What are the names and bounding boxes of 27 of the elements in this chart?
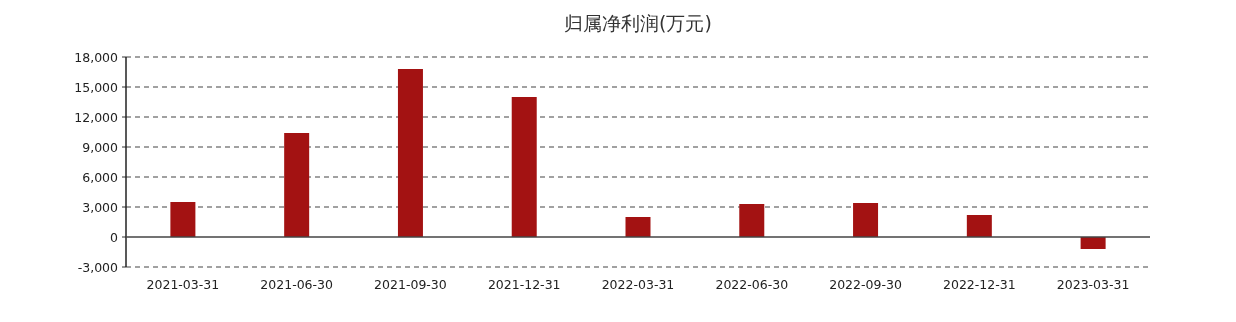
x-tick-label: 2022-03-31 (601, 277, 675, 292)
y-tick-label: 0 (110, 229, 119, 245)
bar (625, 217, 651, 237)
x-tick-label: 2022-06-30 (715, 277, 789, 292)
y-tick-label: 18,000 (74, 49, 119, 65)
x-tick-label: 2023-03-31 (1056, 277, 1130, 292)
x-tick-label: 2021-06-30 (260, 277, 334, 292)
y-tick-label: 9,000 (82, 139, 119, 155)
y-tick-label: 15,000 (74, 79, 119, 95)
bar (739, 204, 765, 237)
bar (397, 69, 423, 237)
x-tick-label: 2021-09-30 (374, 277, 447, 292)
y-tick-label: 12,000 (74, 109, 119, 125)
x-tick-label: 2021-03-31 (146, 277, 220, 292)
x-tick-label: 2021-12-31 (487, 277, 561, 292)
y-tick-label: -3,000 (77, 259, 119, 275)
x-tick-label: 2022-12-31 (943, 277, 1016, 292)
y-tick-label: 3,000 (82, 199, 119, 215)
y-tick-label: 6,000 (82, 169, 119, 185)
bar (511, 97, 537, 237)
bar (1080, 237, 1106, 249)
bar (284, 133, 310, 237)
x-tick-label: 2022-09-30 (829, 277, 902, 292)
bar (966, 215, 992, 237)
bar (170, 202, 196, 237)
bar (853, 203, 879, 237)
chart-title: 归属净利润(万元) (564, 12, 712, 34)
